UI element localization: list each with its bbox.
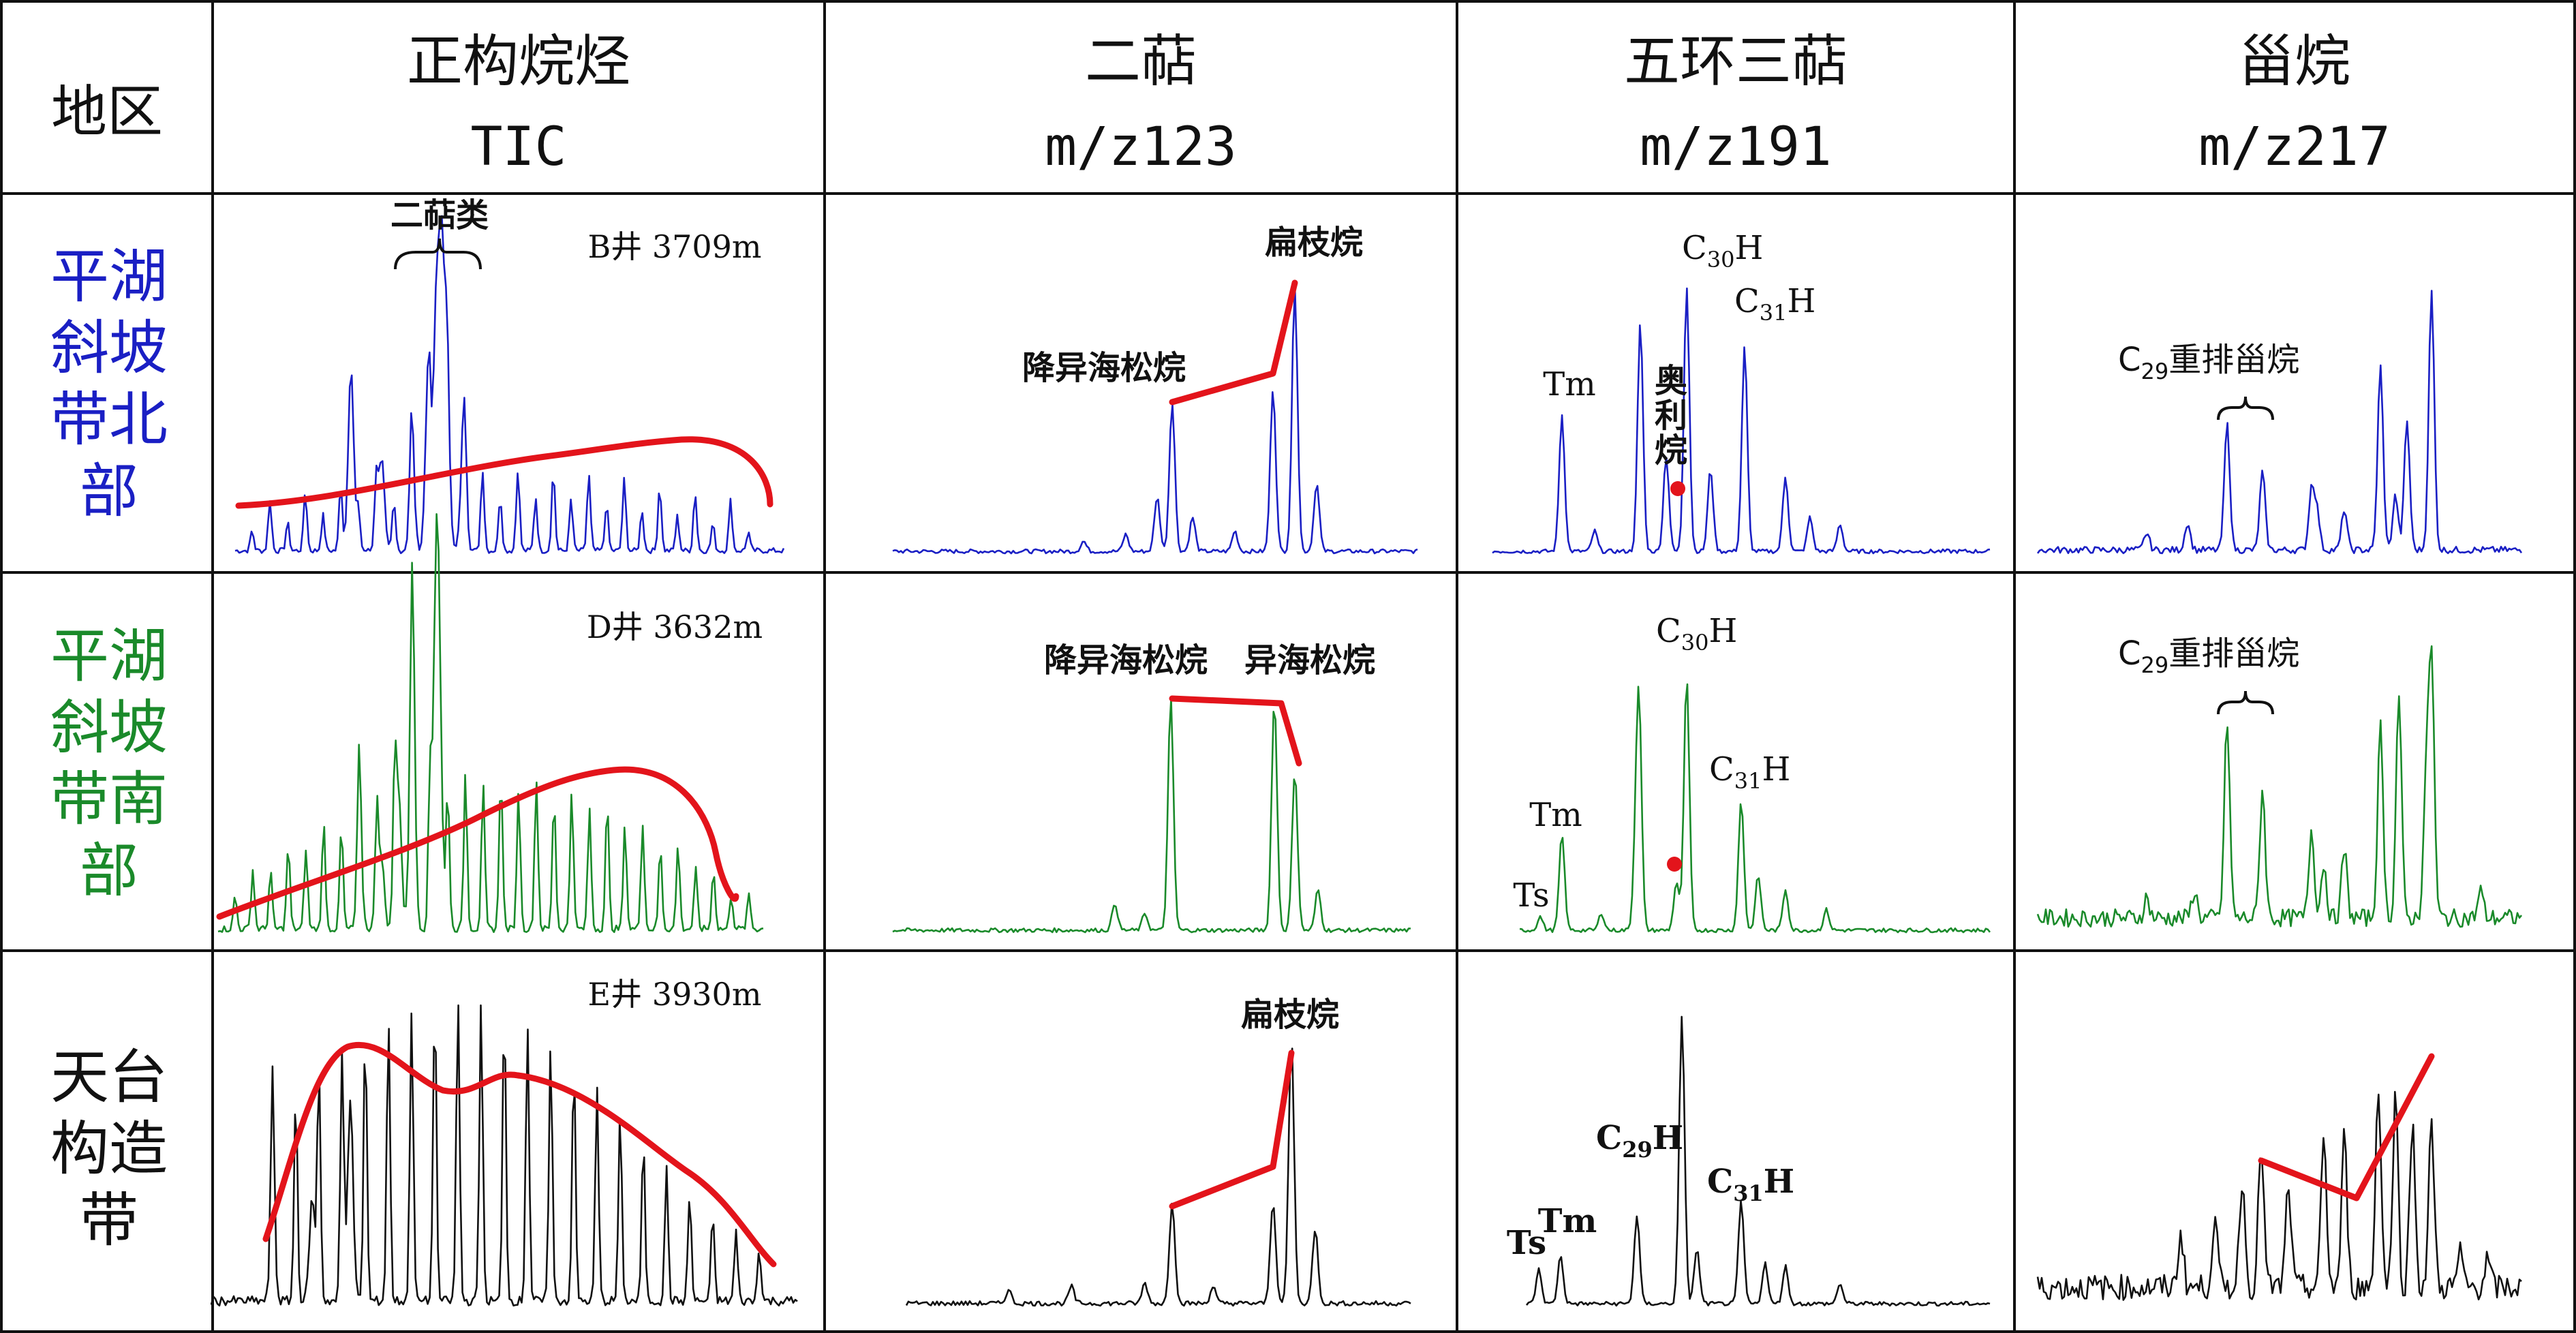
row2-annotations: D井 3632m 降异海松烷 异海松烷 C30H C31H Tm Ts C29重…: [216, 609, 2299, 920]
tm-label-tiantai: Tm: [1538, 1202, 1597, 1240]
column-title-triterpanes: 五环三萜: [1624, 29, 1847, 94]
sterane-brace-north: [2217, 396, 2274, 420]
region-line: 构造: [50, 1115, 168, 1183]
c29-rearranged-sterane-label-south: C29重排甾烷: [2118, 634, 2299, 678]
column-title-alkanes: 正构烷烃: [407, 29, 630, 94]
region-line: 带南: [50, 765, 168, 833]
tic-trace-tiantai: [210, 1004, 798, 1307]
column-sub-mz123: m/z123: [1045, 117, 1237, 178]
diterpane-label-isopimarane-south: 异海松烷: [1244, 641, 1375, 679]
row3-annotations: E井 3930m 扁枝烷 C29H C31H Tm Ts: [262, 976, 2435, 1268]
column-title-steranes: 甾烷: [2239, 29, 2350, 94]
region-line: 天台: [50, 1043, 168, 1112]
region-line: 带北: [50, 386, 168, 454]
column-title-diterpanes: 二萜: [1085, 29, 1197, 94]
sterane-ratio-line-tiantai: [2258, 1053, 2435, 1201]
c31h-label-tiantai: C31H: [1707, 1163, 1794, 1206]
tm-label-north: Tm: [1543, 365, 1596, 403]
oleanane-marker-north: [1670, 481, 1685, 496]
sterane-brace-south: [2217, 690, 2274, 715]
oleanane-label-3: 烷: [1655, 431, 1687, 470]
mz217-trace-tiantai: [2036, 1090, 2522, 1301]
c31h-label-south: C31H: [1709, 750, 1790, 794]
well-label-d: D井 3632m: [587, 609, 763, 645]
c31h-label-north: C31H: [1734, 282, 1815, 326]
region-line: 斜坡: [50, 694, 168, 762]
column-sub-tic: TIC: [471, 117, 567, 178]
column-sub-mz191: m/z191: [1640, 117, 1832, 178]
mz123-trace-north: [892, 287, 1418, 555]
ts-label-south: Ts: [1513, 876, 1549, 915]
oleanane-label-1: 奥: [1655, 362, 1687, 400]
c29h-label-tiantai: C29H: [1596, 1119, 1683, 1163]
region-line: 部: [80, 837, 138, 905]
region-line: 部: [80, 457, 138, 525]
region-line: 斜坡: [50, 314, 168, 382]
mz191-trace-south: [1519, 683, 1991, 934]
row1-annotations: 二萜类 B井 3709m 扁枝烷 降异海松烷 C30H C31H Tm 奥 利 …: [235, 196, 2299, 509]
diterpane-ratio-line-north: [1169, 279, 1298, 405]
c29-rearranged-sterane-label-north: C29重排甾烷: [2118, 341, 2299, 384]
ts-label-tiantai: Ts: [1507, 1224, 1546, 1262]
tic-trace-north: [234, 215, 785, 555]
tm-label-south: Tm: [1529, 796, 1582, 834]
region-line: 平湖: [50, 622, 168, 690]
region-line: 带: [80, 1186, 138, 1255]
diterpane-ratio-line-tiantai: [1169, 1049, 1295, 1210]
well-label-b: B井 3709m: [587, 228, 761, 265]
diterpane-label-norisopimarane-south: 降异海松烷: [1044, 641, 1208, 679]
diterpane-ratio-line-south: [1169, 695, 1302, 767]
well-label-e: E井 3930m: [588, 976, 762, 1013]
oleanane-marker-south: [1667, 857, 1682, 872]
alkane-envelope-tiantai: [262, 1041, 777, 1268]
mz217-trace-north: [2036, 290, 2523, 555]
oleanane-label-2: 利: [1655, 397, 1687, 435]
c30h-label-south: C30H: [1656, 612, 1737, 656]
region-label-north: 平湖 斜坡 带北 部: [50, 243, 168, 525]
mz191-trace-tiantai: [1525, 1015, 1991, 1307]
c30h-label-north: C30H: [1682, 229, 1763, 273]
tic-trace-south: [217, 512, 764, 934]
header-row: 地区 正构烷烃 TIC 二萜 m/z123 五环三萜 m/z191 甾烷 m/z…: [51, 29, 2391, 178]
region-label-tiantai: 天台 构造 带: [50, 1043, 168, 1255]
region-column-header: 地区: [51, 80, 163, 144]
mz191-trace-north: [1492, 287, 1991, 555]
chromatogram-traces: [210, 215, 2523, 1307]
column-sub-mz217: m/z217: [2198, 117, 2391, 178]
diterpane-label-phyllocladane-south: 扁枝烷: [1241, 996, 1339, 1034]
alkane-envelope-north: [235, 436, 773, 509]
mz217-trace-south: [2036, 645, 2523, 928]
region-line: 平湖: [50, 243, 168, 311]
region-label-south: 平湖 斜坡 带南 部: [50, 622, 168, 905]
diterpane-label-phyllocladane: 扁枝烷: [1265, 224, 1363, 262]
mz123-trace-tiantai: [905, 1047, 1411, 1307]
mz123-trace-south: [892, 698, 1411, 934]
diterpenoids-brace: [394, 238, 482, 270]
diterpenoids-label: 二萜类: [390, 196, 489, 234]
alkane-envelope-south: [216, 766, 739, 920]
diterpane-label-norisopimarane: 降异海松烷: [1022, 349, 1186, 387]
